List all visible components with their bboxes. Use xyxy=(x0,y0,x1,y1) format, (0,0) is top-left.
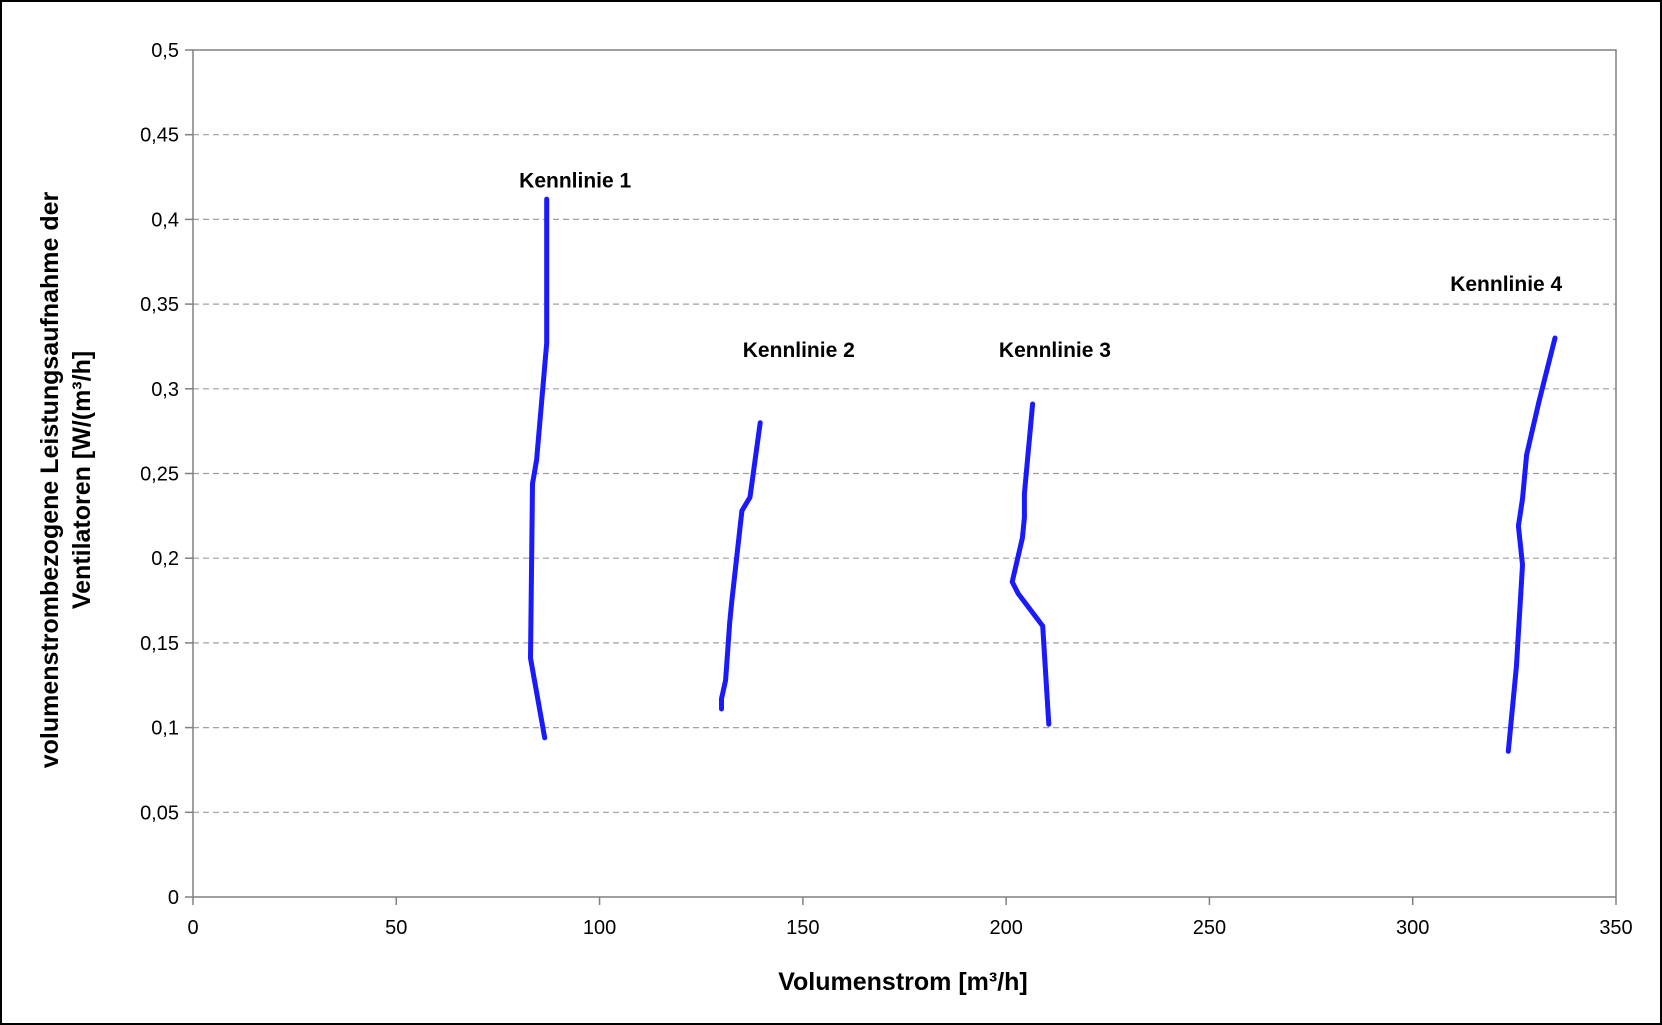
grid-lines xyxy=(193,134,1616,813)
series-label-kennlinie-2: Kennlinie 2 xyxy=(743,339,855,362)
x-tick-label: 0 xyxy=(187,917,198,939)
y-tick-label: 0,45 xyxy=(140,125,179,147)
y-axis-title: volumenstrombezogene Leistungsaufnahme d… xyxy=(36,191,96,768)
x-tick-label: 250 xyxy=(1193,917,1226,939)
series-line-kennlinie-3 xyxy=(1009,401,1052,727)
x-tick-label: 50 xyxy=(385,917,407,939)
y-tick-label: 0,2 xyxy=(151,548,179,570)
y-axis-title-line2: Ventilatoren [W/(m³/h] xyxy=(68,351,96,609)
y-tick-label: 0,35 xyxy=(140,294,179,316)
y-tick-label: 0,05 xyxy=(140,802,179,824)
y-tick-label: 0,5 xyxy=(151,40,179,62)
x-axis-title: Volumenstrom [m³/h] xyxy=(778,968,1028,996)
series-line-kennlinie-4 xyxy=(1505,335,1558,754)
series-annotations: Kennlinie 1 Kennlinie 2 Kennlinie 3 Kennlin… xyxy=(519,169,1562,361)
x-axis-ticks: 0 50 100 150 200 250 300 350 xyxy=(187,897,1633,939)
x-tick-label: 150 xyxy=(786,917,819,939)
x-tick-label: 300 xyxy=(1396,917,1429,939)
series-line-kennlinie-1 xyxy=(528,196,550,741)
series-label-kennlinie-1: Kennlinie 1 xyxy=(519,169,631,192)
x-tick-label: 200 xyxy=(989,917,1022,939)
y-axis-title-line1: volumenstrombezogene Leistungsaufnahme d… xyxy=(36,191,64,768)
y-tick-label: 0,3 xyxy=(151,379,179,401)
y-tick-label: 0 xyxy=(168,887,179,909)
series-lines xyxy=(528,196,1558,754)
series-label-kennlinie-3: Kennlinie 3 xyxy=(999,339,1111,362)
x-tick-label: 350 xyxy=(1599,917,1632,939)
y-tick-label: 0,15 xyxy=(140,633,179,655)
y-axis-ticks: 0 0,05 0,1 0,15 0,2 0,25 0,3 0,35 0,4 0,45 0,5 xyxy=(140,40,193,909)
x-tick-label: 100 xyxy=(583,917,616,939)
y-tick-label: 0,1 xyxy=(151,718,179,740)
series-label-kennlinie-4: Kennlinie 4 xyxy=(1450,273,1562,296)
y-tick-label: 0,25 xyxy=(140,464,179,486)
y-tick-label: 0,4 xyxy=(151,209,179,231)
series-line-kennlinie-2 xyxy=(719,420,763,712)
